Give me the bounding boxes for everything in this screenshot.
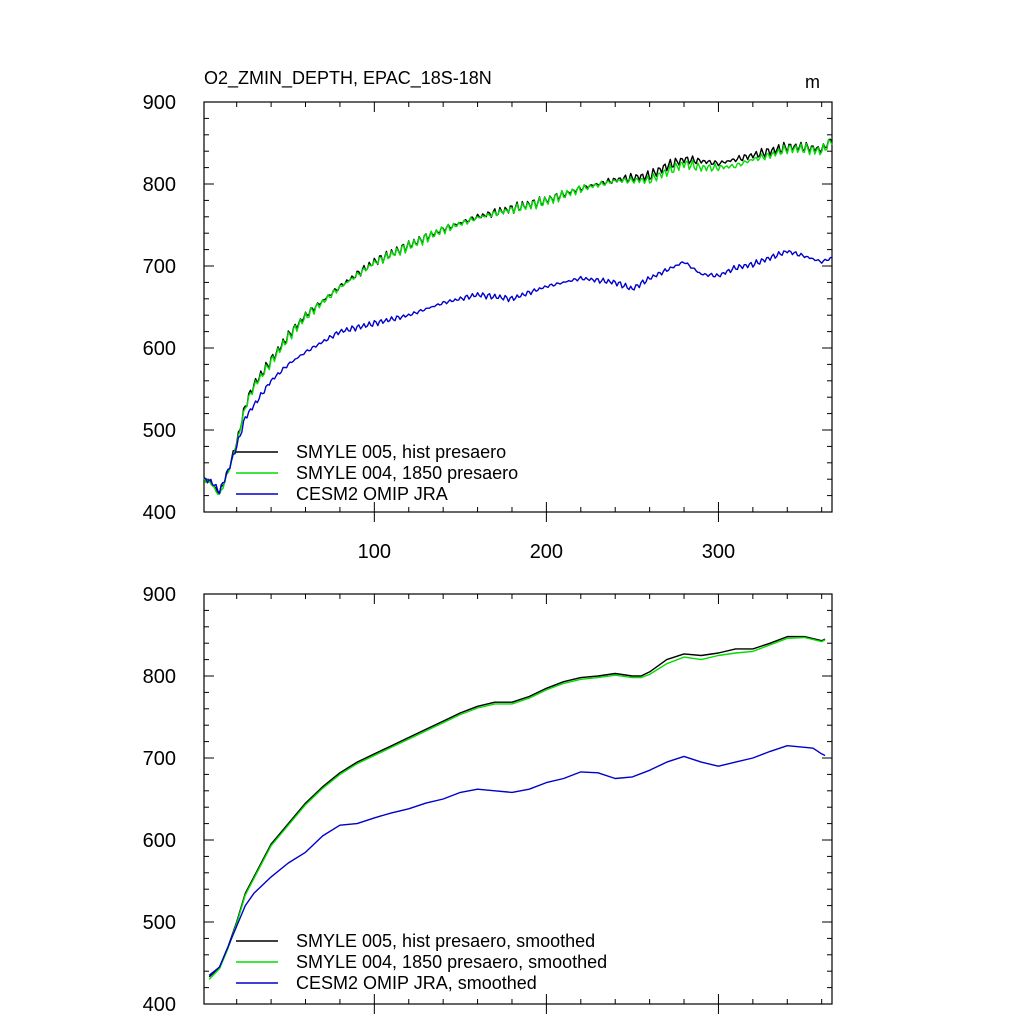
y-tick-label: 600: [143, 830, 176, 852]
x-tick-label: 300: [702, 541, 735, 563]
series-line: [203, 250, 833, 495]
y-tick-label: 800: [143, 666, 176, 688]
y-tick-label: 600: [143, 338, 176, 360]
legend-label: SMYLE 004, 1850 presaero, smoothed: [296, 952, 607, 972]
y-tick-label: 500: [143, 420, 176, 442]
plot-frame: [203, 593, 833, 1005]
legend-label: SMYLE 004, 1850 presaero: [296, 463, 518, 483]
series-line: [208, 636, 826, 980]
legend-label: CESM2 OMIP JRA, smoothed: [296, 973, 537, 993]
top-panel: 400 500 600 700 800 900 100 200 300 O2_ZMIN_DEPTH…: [143, 68, 833, 563]
plot-frame: [203, 101, 833, 513]
y-tick-label: 700: [143, 748, 176, 770]
x-tick-label: 100: [358, 541, 391, 563]
series-line: [208, 635, 826, 978]
series-line: [203, 138, 833, 494]
y-tick-label: 900: [143, 92, 176, 114]
bottom-panel: 400 500 600 700 800 900 SMYLE 005, hist presae…: [143, 584, 833, 1016]
legend-label: SMYLE 005, hist presaero, smoothed: [296, 931, 595, 951]
units-label: m: [805, 72, 820, 92]
y-tick-label: 800: [143, 174, 176, 196]
legend-label: SMYLE 005, hist presaero: [296, 442, 506, 462]
y-tick-label: 500: [143, 912, 176, 934]
series-line: [208, 745, 826, 976]
y-tick-label: 400: [143, 994, 176, 1016]
legend-label: CESM2 OMIP JRA: [296, 484, 448, 504]
y-tick-label: 400: [143, 502, 176, 524]
series-line: [203, 139, 833, 495]
y-tick-label: 700: [143, 256, 176, 278]
y-tick-label: 900: [143, 584, 176, 606]
chart-title: O2_ZMIN_DEPTH, EPAC_18S-18N: [204, 68, 492, 89]
x-tick-label: 200: [530, 541, 563, 563]
